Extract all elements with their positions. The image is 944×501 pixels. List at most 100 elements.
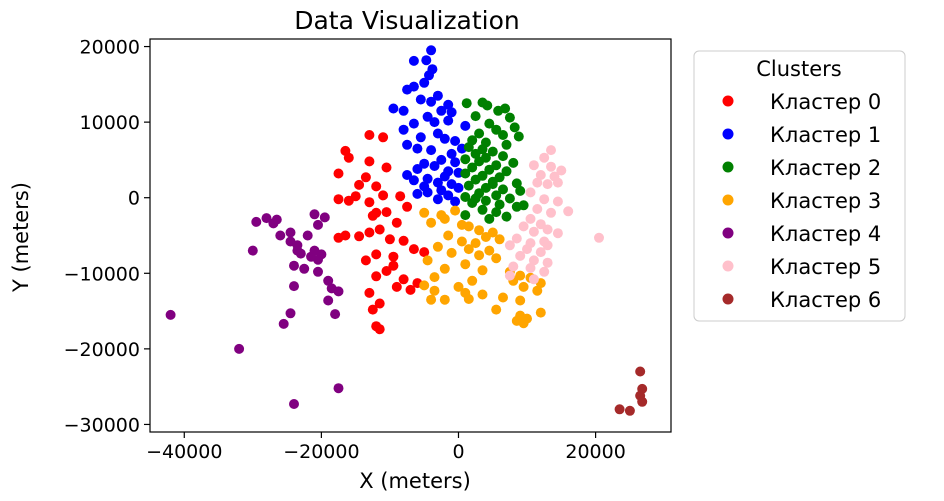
- data-point: [384, 234, 395, 245]
- data-point: [470, 111, 481, 122]
- legend-label: Кластер 1: [770, 123, 881, 147]
- data-point: [424, 70, 434, 81]
- data-point: [415, 132, 426, 143]
- data-point: [450, 136, 461, 146]
- data-point: [422, 255, 433, 266]
- data-point: [453, 182, 464, 193]
- data-point: [419, 158, 430, 169]
- data-point: [364, 227, 375, 238]
- data-point: [285, 227, 296, 238]
- data-point: [333, 168, 344, 179]
- data-point: [484, 213, 495, 224]
- data-point: [511, 315, 522, 326]
- data-point: [398, 105, 409, 116]
- data-point: [299, 263, 310, 274]
- data-point: [388, 251, 399, 262]
- data-point: [364, 197, 375, 208]
- data-point: [515, 185, 526, 196]
- data-point: [381, 162, 392, 173]
- data-point: [546, 161, 556, 172]
- data-point: [513, 131, 524, 142]
- y-tick-label: −10000: [64, 263, 140, 285]
- legend-title: Clusters: [756, 57, 841, 81]
- data-point: [364, 130, 375, 140]
- data-point: [426, 294, 437, 305]
- data-point: [477, 265, 488, 276]
- data-point: [535, 170, 546, 180]
- data-point: [450, 196, 461, 207]
- data-point: [614, 404, 625, 415]
- data-point: [504, 193, 515, 204]
- data-point: [535, 219, 546, 230]
- legend-marker: [722, 194, 734, 206]
- data-point: [436, 154, 447, 165]
- data-point: [515, 270, 526, 281]
- data-point: [443, 99, 454, 110]
- data-point: [535, 307, 546, 318]
- data-point: [474, 156, 485, 167]
- plot-frame: [149, 38, 672, 433]
- data-point: [532, 177, 543, 188]
- data-point: [461, 98, 472, 109]
- data-point: [539, 194, 550, 205]
- data-point: [285, 308, 296, 319]
- data-point: [398, 235, 409, 246]
- data-point: [422, 111, 433, 122]
- data-point: [552, 177, 563, 188]
- data-point: [436, 105, 447, 116]
- data-point: [498, 292, 508, 303]
- data-point: [470, 238, 481, 249]
- y-tick-label: 0: [128, 188, 140, 210]
- data-point: [487, 179, 498, 190]
- legend-box: [693, 50, 906, 322]
- data-point: [313, 219, 323, 230]
- data-point: [439, 263, 450, 274]
- data-point: [408, 175, 419, 186]
- data-point: [546, 145, 556, 156]
- legend-label: Кластер 6: [770, 288, 881, 312]
- data-point: [532, 204, 543, 214]
- data-point: [518, 221, 529, 232]
- data-point: [415, 94, 426, 105]
- data-point: [491, 124, 502, 135]
- data-point: [470, 148, 481, 159]
- legend-marker: [722, 227, 734, 239]
- data-point: [446, 107, 457, 118]
- data-point: [484, 245, 495, 256]
- data-point: [271, 214, 282, 225]
- data-point: [412, 143, 423, 154]
- data-point: [528, 160, 539, 171]
- data-point: [504, 270, 515, 281]
- data-point: [378, 190, 389, 201]
- data-point: [491, 253, 502, 264]
- legend-label: Кластер 3: [770, 189, 881, 213]
- data-point: [539, 152, 550, 163]
- data-point: [422, 187, 433, 198]
- data-point: [426, 96, 437, 107]
- data-point: [460, 210, 471, 221]
- data-point: [261, 213, 272, 224]
- data-point: [289, 281, 299, 292]
- data-point: [421, 55, 432, 66]
- data-point: [515, 295, 526, 306]
- data-point: [460, 120, 471, 131]
- data-point: [391, 217, 402, 228]
- data-point: [371, 181, 382, 192]
- data-point: [511, 233, 522, 244]
- data-point: [319, 212, 330, 223]
- data-point: [511, 178, 522, 189]
- data-point: [436, 185, 447, 196]
- legend-marker: [722, 95, 734, 107]
- data-point: [360, 255, 371, 266]
- data-point: [275, 230, 286, 241]
- data-point: [439, 213, 450, 224]
- data-point: [330, 309, 341, 320]
- data-point: [395, 191, 406, 202]
- data-point: [446, 148, 457, 159]
- data-point: [439, 133, 450, 144]
- data-point: [594, 232, 604, 243]
- data-point: [323, 275, 334, 286]
- data-point: [528, 274, 539, 285]
- data-point: [460, 192, 471, 202]
